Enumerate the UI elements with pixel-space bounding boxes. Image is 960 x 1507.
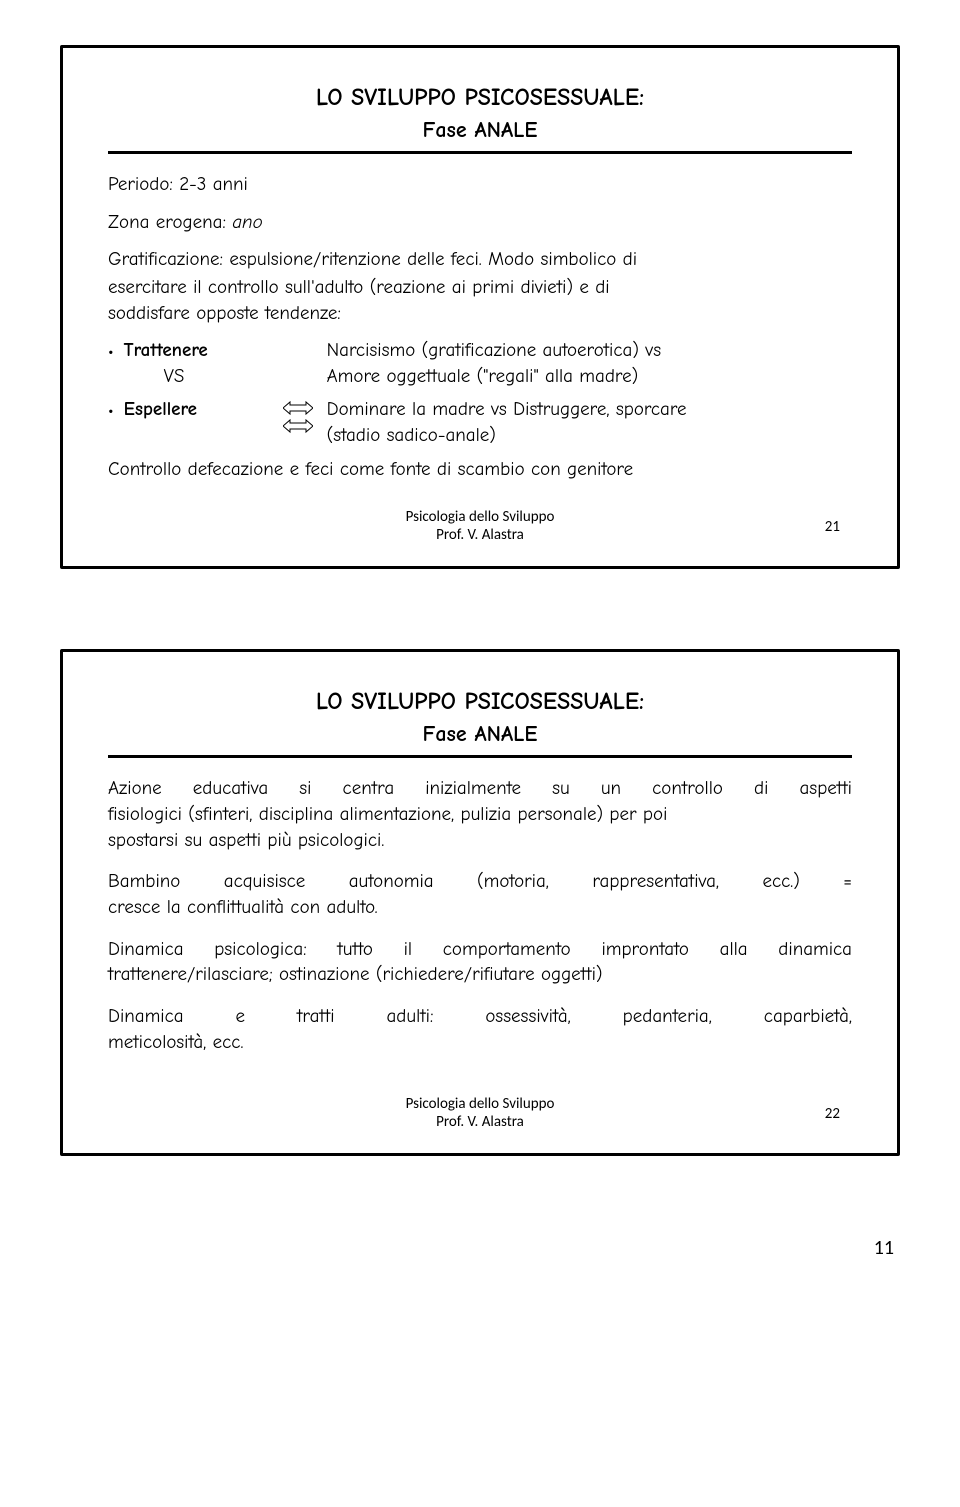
b1-right1: Narcisismo (gratificazione autoerotica) … [327, 338, 852, 364]
p3b: trattenere/rilasciare; ostinazione (rich… [108, 962, 852, 988]
b1-left1: Trattenere [124, 338, 269, 364]
b2-left-text: Espellere [124, 397, 269, 423]
p2: Bambino acquisisce autonomia (motoria, r… [108, 869, 852, 920]
footer-line1: Psicologia dello Sviluppo [108, 1095, 852, 1113]
slide2-body: Azione educativa si centra inizialmente … [108, 776, 852, 1055]
p4a: Dinamica e tratti adulti: ossessività, p… [108, 1004, 852, 1030]
grat-label: Gratificazione: [108, 248, 223, 270]
slide1-subtitle: Fase ANALE [108, 117, 852, 143]
modo-l2: esercitare il controllo sull'adulto (rea… [108, 275, 852, 301]
slide-2: LO SVILUPPO PSICOSESSUALE: Fase ANALE Az… [60, 649, 900, 1156]
p4b: meticolosità, ecc. [108, 1030, 852, 1056]
p1a: Azione educativa si centra inizialmente … [108, 776, 852, 802]
slide1-hr [108, 151, 852, 154]
controllo: Controllo defecazione e feci come fonte … [108, 457, 852, 483]
b1-left2: VS [124, 364, 269, 390]
zona-val: ano [232, 211, 262, 233]
footer-line1: Psicologia dello Sviluppo [108, 508, 852, 526]
p3: Dinamica psicologica: tutto il comportam… [108, 937, 852, 988]
b2-arrows [279, 397, 317, 435]
modo-l1: Modo simbolico di [488, 248, 637, 270]
slide2-subtitle: Fase ANALE [108, 721, 852, 747]
page-number: 11 [60, 1236, 900, 1260]
p2a: Bambino acquisisce autonomia (motoria, r… [108, 869, 852, 895]
p1: Azione educativa si centra inizialmente … [108, 776, 852, 853]
bullet-trattenere: • Trattenere VS Narcisismo (gratificazio… [108, 338, 852, 389]
b2-right1: Dominare la madre vs Distruggere, sporca… [327, 397, 852, 423]
slide-1: LO SVILUPPO PSICOSESSUALE: Fase ANALE Pe… [60, 45, 900, 569]
b2-right: Dominare la madre vs Distruggere, sporca… [327, 397, 852, 448]
footer-line2: Prof. V. Alastra [436, 1113, 524, 1131]
p3a: Dinamica psicologica: tutto il comportam… [108, 937, 852, 963]
slide2-footer: Psicologia dello Sviluppo Prof. V. Alast… [108, 1095, 852, 1131]
slide1-footer: Psicologia dello Sviluppo Prof. V. Alast… [108, 508, 852, 544]
double-arrow-icon [283, 399, 313, 435]
slide1-body: Periodo: 2-3 anni Zona erogena: ano Grat… [108, 172, 852, 482]
b2-left: Espellere [124, 397, 269, 423]
slide1-pagenum: 21 [825, 518, 840, 536]
zona-label: Zona erogena: [108, 211, 226, 233]
b2-right2: (stadio sadico-anale) [327, 423, 852, 449]
slide2-hr [108, 755, 852, 758]
b1-arrows [279, 338, 317, 340]
slide1-title: LO SVILUPPO PSICOSESSUALE: [108, 83, 852, 111]
bullets: • Trattenere VS Narcisismo (gratificazio… [108, 338, 852, 449]
periodo-label: Periodo: [108, 173, 173, 195]
slide2-title: LO SVILUPPO PSICOSESSUALE: [108, 687, 852, 715]
modo-l3: soddisfare opposte tendenze: [108, 301, 852, 327]
b1-left: Trattenere VS [124, 338, 269, 389]
footer-line2: Prof. V. Alastra [436, 526, 524, 544]
zona-row: Zona erogena: ano [108, 210, 852, 236]
bullet-dot-icon: • [108, 400, 114, 422]
periodo-row: Periodo: 2-3 anni [108, 172, 852, 198]
bullet-espellere: • Espellere Dominare la madre vs Distrug… [108, 397, 852, 448]
p2b: cresce la conflittualità con adulto. [108, 895, 852, 921]
grat-row: Gratificazione: espulsione/ritenzione de… [108, 247, 852, 273]
p4: Dinamica e tratti adulti: ossessività, p… [108, 1004, 852, 1055]
periodo-val: 2-3 anni [179, 173, 248, 195]
p1b: fisiologici (sfinteri, disciplina alimen… [108, 802, 852, 828]
bullet-dot-icon: • [108, 341, 114, 363]
b1-right2: Amore oggettuale ("regali" alla madre) [327, 364, 852, 390]
slide2-pagenum: 22 [825, 1105, 840, 1123]
grat-val: espulsione/ritenzione delle feci. [229, 248, 481, 270]
b1-right: Narcisismo (gratificazione autoerotica) … [327, 338, 852, 389]
p1c: spostarsi su aspetti più psicologici. [108, 828, 852, 854]
